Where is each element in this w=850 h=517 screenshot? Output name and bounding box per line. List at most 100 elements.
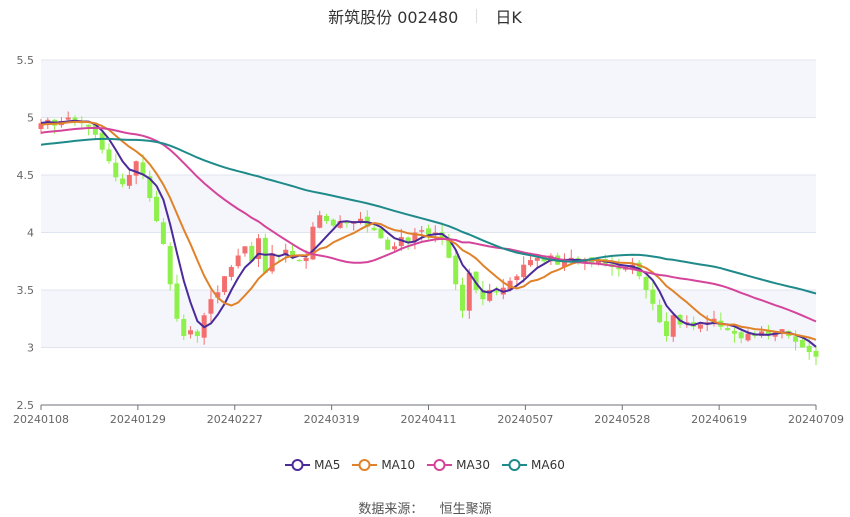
candle [527,260,533,266]
legend-line-circle-icon [502,459,528,471]
moving-average-lines [40,119,817,348]
candle [493,291,499,293]
ma30-line [40,126,817,323]
candle [330,219,336,226]
candle [174,283,180,319]
chart-title: 新筑股份 002480 日K [0,5,850,27]
candle [765,331,771,335]
candle [595,260,601,264]
candle [378,228,384,239]
candle [188,330,194,335]
legend-item-ma60[interactable]: MA60 [502,458,565,472]
candle [799,340,805,348]
candle [446,237,452,258]
y-tick-label: 3.5 [17,284,35,297]
candle [249,245,255,262]
legend-item-ma10[interactable]: MA10 [352,458,415,472]
y-tick-label: 2.5 [17,399,35,412]
ma5-line [40,119,817,348]
candle [269,253,275,272]
legend-item-ma5[interactable]: MA5 [285,458,340,472]
candle [806,345,812,353]
candle [371,227,377,231]
candle [324,215,330,221]
plot-background-bands [41,60,816,348]
x-tick-label: 20240619 [691,413,747,426]
data-source: 数据来源： 恒生聚源 [0,498,850,517]
candle [426,228,431,235]
candle [561,260,567,267]
period-label: 日K [495,8,522,27]
source-label: 数据来源： [358,502,424,517]
candle [643,277,649,290]
candle [140,162,146,175]
y-axis: 2.5 3 3.5 4 4.5 5 5.5 [17,54,35,412]
candle [568,257,574,260]
candle [507,280,513,290]
legend-item-ma30[interactable]: MA30 [427,458,490,472]
y-tick-label: 5.5 [17,54,35,67]
x-tick-label: 20240507 [497,413,553,426]
candle [38,123,44,129]
candle [405,237,411,242]
candle [650,289,656,304]
candle [813,350,819,357]
candle [120,178,126,185]
legend-label: MA60 [531,458,565,472]
legend-line-circle-icon [427,459,453,471]
y-tick-label: 4 [27,227,34,240]
x-tick-label: 20240528 [594,413,650,426]
title-divider [476,9,478,23]
candle [616,267,622,270]
y-tick-label: 3 [27,342,34,355]
candle [466,272,472,311]
candle [215,292,221,298]
candle [126,175,132,186]
candle [181,319,187,336]
legend-label: MA10 [381,458,416,472]
candle [459,284,465,311]
candle [487,290,493,301]
candle [106,149,112,162]
candle [235,255,241,267]
chart-legend: MA5 MA10 MA30 MA60 [0,458,850,472]
candle [133,161,139,176]
candle [534,257,540,261]
candle [303,257,309,262]
candle [745,333,751,341]
candle [697,324,703,329]
candle [541,257,547,262]
candle [344,221,350,224]
candle [473,271,479,290]
candle [738,332,744,339]
candle [337,221,343,228]
legend-label: MA5 [314,458,341,472]
candle [725,327,731,331]
kline-chart: 2.5 3 3.5 4 4.5 5 5.5 20240108 20240129 20240227… [13,54,844,426]
candle [548,255,554,262]
legend-label: MA30 [456,458,491,472]
candle [793,336,799,342]
candle [256,238,262,259]
y-tick-label: 5 [27,112,34,125]
candle [194,331,200,336]
x-tick-label: 20240411 [401,413,457,426]
ma10-line [40,120,817,341]
candle [521,264,527,278]
candle [86,124,92,127]
candle [167,246,173,285]
candle [290,250,296,258]
candle [242,246,248,254]
x-tick-label: 20240227 [207,413,263,426]
stock-name-code: 新筑股份 002480 [328,8,459,27]
candle [657,304,663,323]
candle [296,259,302,262]
candle [453,255,459,285]
candle [419,230,425,232]
candle [439,232,445,240]
candle [222,276,228,293]
legend-line-circle-icon [285,459,311,471]
candle [113,162,119,178]
ma60-line [40,137,817,295]
legend-line-circle-icon [352,459,378,471]
